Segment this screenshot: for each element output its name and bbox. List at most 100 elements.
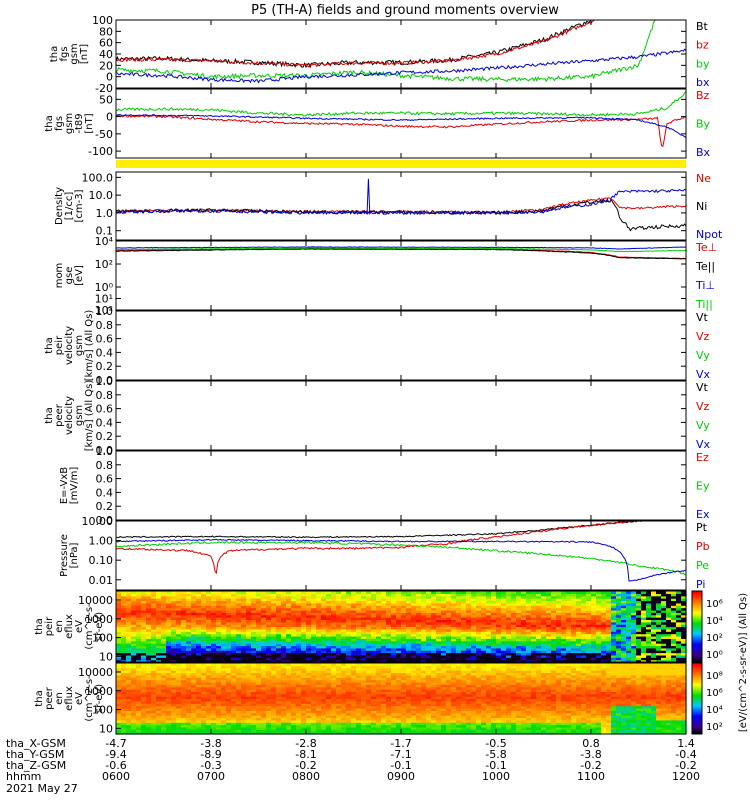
ylabel-fgs: tha fgs gsm [nT] [49, 43, 90, 64]
panel-fgs_dip-frame [115, 88, 687, 159]
ylabel-peir_flux-line: en [54, 620, 65, 633]
plot-title: P5 (TH-A) fields and ground moments over… [251, 3, 559, 18]
legend-peir_vel-2: Vy [696, 349, 710, 362]
ytick-peir_vel: 0.2 [96, 360, 114, 373]
xtick-z_gsm: -0.2 [295, 759, 316, 772]
legend-fgs-1: bz [696, 39, 709, 52]
series-density-2 [116, 178, 686, 216]
xtick-z_gsm: -0.3 [200, 759, 221, 772]
ytick-fgs: -20 [95, 82, 113, 95]
xrow-label-2: tha_Z-GSM [6, 759, 66, 772]
ylabel-fgs-line: [nT] [79, 44, 90, 64]
ytick-efield: 0.8 [96, 459, 114, 472]
ytick-efield: 0.6 [96, 473, 114, 486]
legend-efield-2: Ex [696, 508, 710, 521]
colorbar-peir_flux [691, 590, 703, 663]
ylabel-peer_flux-line: tha [34, 690, 45, 706]
series-fgs-3 [116, 48, 686, 84]
ylabel-peir_flux: tha peir en eflux eV (cm^2-s-sr-eV) [34, 603, 105, 650]
ytick-efield: 1.0 [96, 445, 114, 458]
ylabel-peer_flux-line: sr-eV) [94, 684, 105, 713]
ytick-peir_vel: 0.6 [96, 333, 114, 346]
ytick-density: 1.0 [96, 207, 114, 220]
xrow-label-1: tha_Y-GSM [6, 748, 64, 761]
panel-peir_vel-frame [115, 310, 687, 381]
ylabel-temp-line: [eV] [74, 265, 85, 286]
ytick-peer_vel: 0.8 [96, 389, 114, 402]
legend-fgs-0: Bt [696, 20, 709, 33]
ylabel-temp: mom gse [eV] [54, 263, 85, 289]
ytick-pressure: 0.01 [89, 574, 114, 587]
legend-density-1: Ni [696, 200, 707, 213]
ytick-peer_vel: 0.4 [96, 416, 114, 429]
ylabel-peir_vel-line: peir [54, 335, 65, 355]
xtick-hhmm: 0800 [292, 770, 320, 783]
xtick-hhmm: 0700 [197, 770, 225, 783]
ylabel-pressure-line: Pressure [59, 534, 70, 577]
xtick-x_gsm: -4.7 [105, 737, 126, 750]
ylabel-peir_flux-line: eflux [64, 614, 75, 639]
ylabel-peer_flux-line: en [54, 692, 65, 705]
xtick-y_gsm: -8.1 [295, 748, 316, 761]
ylabel-peir_vel-line: tha [44, 337, 55, 353]
xtick-hhmm: 1200 [672, 770, 700, 783]
ylabel-efield-line: [mV/m] [69, 467, 80, 505]
series-pressure-3 [116, 538, 686, 582]
ylabel-fgs_dip-line: -t89 [74, 113, 85, 133]
ytick-temp: 10² [95, 258, 113, 271]
ytick-peer_vel: 0.6 [96, 403, 114, 416]
ylabel-temp-line: mom [54, 263, 65, 289]
legend-peer_vel-0: Vt [696, 381, 709, 394]
xtick-z_gsm: -0.2 [675, 759, 696, 772]
series-temp-2 [116, 246, 686, 250]
xtick-x_gsm: -3.8 [200, 737, 221, 750]
ytick-fgs: 40 [99, 48, 113, 61]
legend-density-0: Ne [696, 172, 711, 185]
legend-pressure-1: Pb [696, 540, 710, 553]
ytick-peer_flux: 10000 [78, 666, 113, 679]
ytick-peir_vel: 1.0 [96, 305, 114, 318]
series-fgs-2 [116, 20, 656, 83]
spectrogram-peer_flux [116, 663, 687, 735]
series-temp-1 [116, 248, 686, 260]
ylabel-peir_flux-line: sr-eV) [94, 612, 105, 641]
ylabel-peir_flux-line: (cm^2-s- [84, 603, 95, 650]
ylabel-efield-line: E=-VxB [59, 467, 70, 504]
ytick-efield: 0.2 [96, 500, 114, 513]
xtick-z_gsm: -0.1 [485, 759, 506, 772]
legend-efield-0: Ez [696, 451, 709, 464]
xtick-x_gsm: 1.4 [677, 737, 695, 750]
xtick-x_gsm: -2.8 [295, 737, 316, 750]
ylabel-peir_flux-line: peir [44, 616, 55, 636]
ylabel-fgs_dip-line: gsm [64, 113, 75, 134]
series-temp-3 [116, 247, 686, 253]
ytick-peer_flux: 100 [92, 704, 113, 717]
colorbar-tick-peer_flux: 10⁴ [706, 705, 723, 716]
ytick-peir_flux: 1000 [85, 613, 113, 626]
ylabel-fgs-line: tha [49, 46, 60, 62]
ytick-density: 10.0 [89, 189, 114, 202]
ylabel-peer_flux-line: (cm^2-s- [84, 675, 95, 722]
ylabel-fgs_dip-line: [nT] [84, 113, 95, 133]
quality-flag-band [116, 160, 686, 168]
ytick-peer_vel: 1.0 [96, 375, 114, 388]
series-density-1 [116, 198, 686, 232]
ylabel-peer_vel-line: [km/s] (All Qs) [84, 380, 95, 452]
ytick-efield: 0.4 [96, 486, 114, 499]
ylabel-density-line: [cm-3] [74, 189, 85, 222]
legend-temp-1: Te|| [695, 260, 715, 273]
legend-peer_vel-1: Vz [696, 400, 710, 413]
xtick-y_gsm: -8.9 [200, 748, 221, 761]
panel-fgs-plot [116, 20, 686, 84]
ylabel-temp-line: gse [64, 267, 75, 285]
ylabel-efield: E=-VxB [mV/m] [59, 467, 80, 505]
xtick-x_gsm: -0.5 [485, 737, 506, 750]
colorbar-tick-peir_flux: 10⁴ [706, 616, 723, 627]
spectrogram-peir_flux-frame [115, 590, 687, 663]
xtick-y_gsm: -7.1 [390, 748, 411, 761]
ytick-fgs: 80 [99, 25, 113, 38]
ylabel-pressure: Pressure [nPa] [59, 534, 80, 577]
ylabel-peir_vel: tha peir velocity gsm [km/s] (All Qs) [44, 310, 95, 382]
ylabel-fgs_dip-line: tha [44, 115, 55, 131]
